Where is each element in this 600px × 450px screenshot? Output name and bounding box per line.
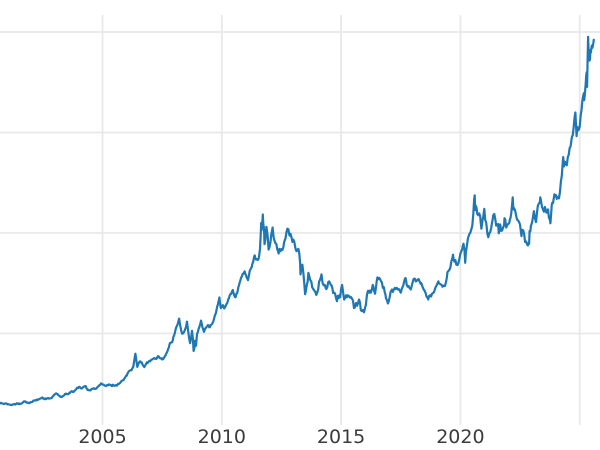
x-tick-label-2005: 2005	[78, 426, 127, 448]
x-tick-label-2020: 2020	[436, 426, 485, 448]
price-line-series	[0, 35, 595, 407]
x-tick-label-2010: 2010	[197, 426, 246, 448]
x-tick-label-2015: 2015	[316, 426, 366, 448]
gridlines	[0, 15, 600, 425]
